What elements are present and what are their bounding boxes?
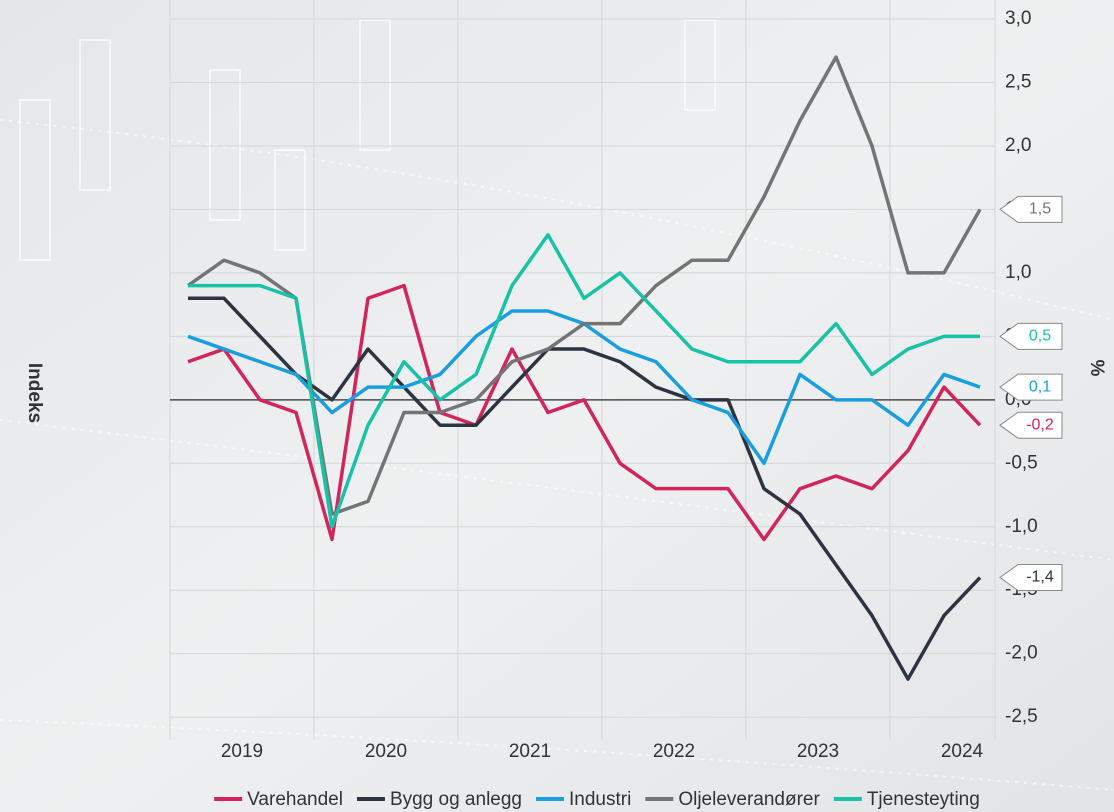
x-tick-label: 2020 [365, 741, 407, 762]
value-label: 1,5 [1029, 201, 1051, 218]
legend-label: Bygg og anlegg [390, 789, 522, 810]
y-tick-label: -2,5 [1005, 706, 1038, 727]
x-tick-label: 2023 [797, 741, 839, 762]
y-tick-label: -2,0 [1005, 643, 1038, 664]
legend-label: Industri [569, 789, 631, 810]
value-label: -1,4 [1026, 569, 1054, 586]
y-tick-label: 1,0 [1005, 262, 1031, 283]
y-axis-title-right: % [1086, 360, 1107, 377]
x-tick-label: 2019 [221, 741, 263, 762]
legend-label: Varehandel [247, 789, 343, 810]
value-label: -0,2 [1026, 416, 1054, 433]
x-tick-label: 2021 [509, 741, 551, 762]
y-axis-title-left: Indeks [24, 363, 45, 423]
legend-label: Oljeleverandører [678, 789, 820, 810]
value-label: 0,5 [1029, 328, 1051, 345]
value-label: 0,1 [1029, 378, 1051, 395]
legend-label: Tjenesteyting [867, 789, 980, 810]
y-tick-label: -1,0 [1005, 516, 1038, 537]
y-tick-label: 2,5 [1005, 72, 1031, 93]
background [0, 0, 1114, 812]
y-tick-label: 2,0 [1005, 135, 1031, 156]
x-tick-label: 2022 [653, 741, 695, 762]
y-tick-label: 3,0 [1005, 8, 1031, 29]
chart: Indeks % Varehandel Bygg og anlegg Industr… [0, 0, 1114, 812]
x-tick-label: 2024 [941, 741, 984, 762]
y-tick-label: -0,5 [1005, 452, 1038, 473]
